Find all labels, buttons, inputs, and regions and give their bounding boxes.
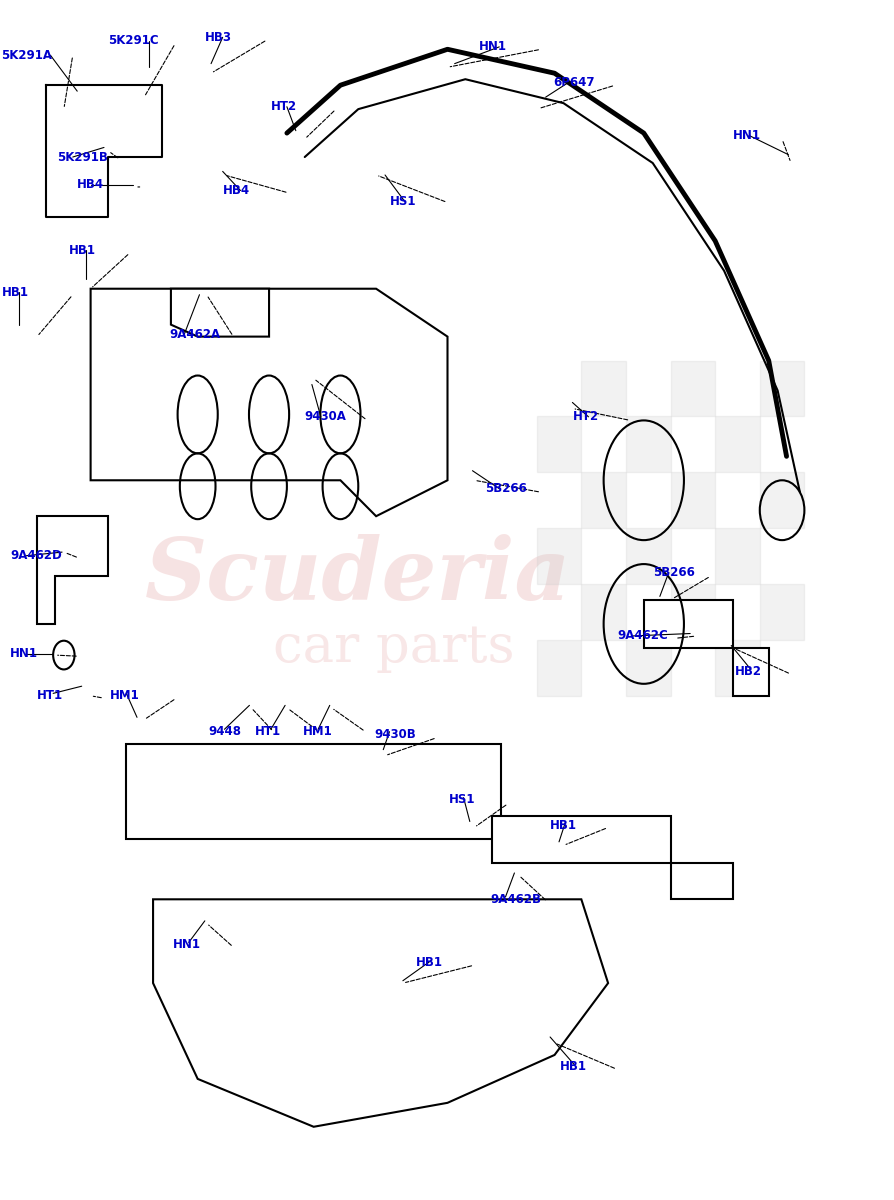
Bar <box>759 584 804 640</box>
Bar <box>536 528 581 584</box>
Text: 5B266: 5B266 <box>485 482 527 496</box>
Text: 9430A: 9430A <box>304 410 346 424</box>
Text: HM1: HM1 <box>110 689 139 702</box>
Text: car parts: car parts <box>273 623 514 673</box>
Text: 9A462C: 9A462C <box>616 630 667 642</box>
Text: 5K291A: 5K291A <box>2 49 53 61</box>
Text: HB2: HB2 <box>734 665 761 678</box>
Text: HB4: HB4 <box>223 184 249 197</box>
Bar <box>625 528 670 584</box>
Text: HT1: HT1 <box>255 725 281 738</box>
Text: HB1: HB1 <box>416 956 443 970</box>
Bar <box>714 416 759 473</box>
Bar <box>581 584 625 640</box>
Polygon shape <box>37 516 108 624</box>
Bar <box>759 360 804 416</box>
Text: HB1: HB1 <box>69 244 96 257</box>
Polygon shape <box>153 899 607 1127</box>
Text: 9A462B: 9A462B <box>490 893 541 906</box>
Text: HB1: HB1 <box>560 1061 586 1074</box>
Text: 9A462D: 9A462D <box>11 550 62 563</box>
Bar <box>625 416 670 473</box>
Text: 9430B: 9430B <box>374 727 416 740</box>
Bar <box>714 640 759 696</box>
Bar <box>714 528 759 584</box>
Text: 9448: 9448 <box>208 725 241 738</box>
Text: HB3: HB3 <box>205 31 232 44</box>
Text: HB4: HB4 <box>77 178 105 191</box>
Text: HN1: HN1 <box>11 647 38 660</box>
Bar <box>581 473 625 528</box>
Bar <box>670 473 714 528</box>
Text: HS1: HS1 <box>389 194 416 208</box>
Bar <box>536 640 581 696</box>
Bar <box>670 360 714 416</box>
Text: HB1: HB1 <box>2 286 29 299</box>
Text: HB1: HB1 <box>550 818 577 832</box>
Text: HT2: HT2 <box>572 410 598 424</box>
Polygon shape <box>492 816 732 899</box>
Polygon shape <box>643 600 768 696</box>
Bar <box>536 416 581 473</box>
Text: HN1: HN1 <box>732 128 760 142</box>
Text: HS1: HS1 <box>449 793 476 806</box>
Bar <box>759 473 804 528</box>
Text: HM1: HM1 <box>303 725 333 738</box>
Text: 6P647: 6P647 <box>552 77 594 89</box>
Bar <box>625 640 670 696</box>
Text: 9A462A: 9A462A <box>169 328 220 341</box>
Text: HN1: HN1 <box>173 938 200 952</box>
Bar <box>581 360 625 416</box>
Bar <box>670 584 714 640</box>
Text: HN1: HN1 <box>478 41 506 53</box>
Polygon shape <box>171 289 269 337</box>
Text: 5B266: 5B266 <box>652 566 694 578</box>
Text: HT2: HT2 <box>271 101 297 113</box>
Text: Scuderia: Scuderia <box>145 534 570 618</box>
Text: 5K291B: 5K291B <box>56 150 107 163</box>
Text: 5K291C: 5K291C <box>108 35 159 47</box>
Polygon shape <box>126 744 501 840</box>
Polygon shape <box>90 289 447 516</box>
Text: HT1: HT1 <box>37 689 63 702</box>
